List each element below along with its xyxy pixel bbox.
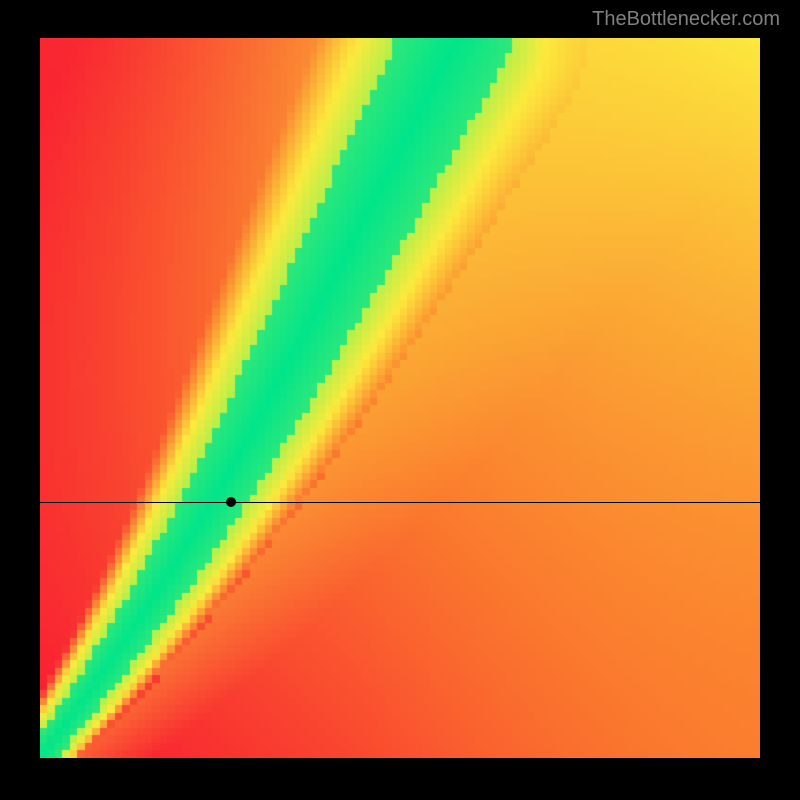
marker-dot	[226, 497, 236, 507]
heatmap-plot	[40, 38, 760, 758]
crosshair-horizontal	[40, 502, 760, 503]
watermark-text: TheBottlenecker.com	[592, 8, 780, 31]
heatmap-canvas	[40, 38, 760, 758]
